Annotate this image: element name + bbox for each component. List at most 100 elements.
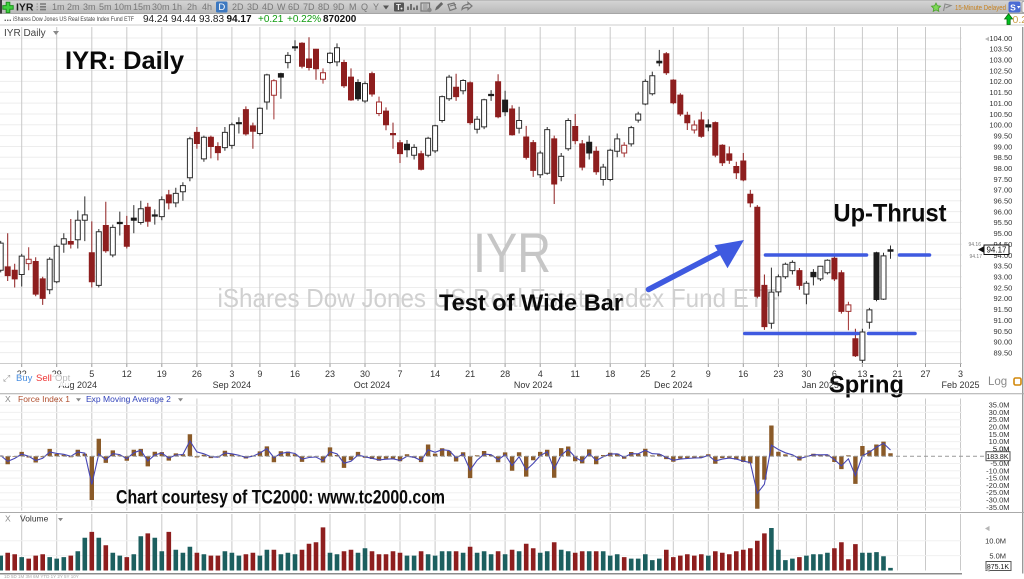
svg-text:-15.0M: -15.0M (986, 474, 1009, 483)
svg-text:Volume: Volume (20, 514, 49, 524)
svg-text:26: 26 (192, 369, 202, 379)
svg-text:16: 16 (738, 369, 748, 379)
svg-text:92.50: 92.50 (994, 283, 1013, 292)
svg-text:92.00: 92.00 (994, 294, 1013, 303)
svg-text:99.00: 99.00 (994, 142, 1013, 151)
svg-text:93.00: 93.00 (994, 273, 1013, 282)
svg-text:28: 28 (500, 369, 510, 379)
svg-text:-35.0M: -35.0M (986, 503, 1009, 512)
svg-text:10m: 10m (114, 2, 132, 12)
svg-text:2D: 2D (232, 2, 244, 12)
svg-text:3: 3 (958, 369, 963, 379)
svg-text:95.00: 95.00 (994, 229, 1013, 238)
svg-text:0.21: 0.21 (1013, 14, 1024, 26)
svg-text:96.50: 96.50 (994, 197, 1013, 206)
svg-text:5: 5 (89, 369, 94, 379)
svg-text:IYR: IYR (473, 221, 551, 284)
svg-text:4h: 4h (202, 2, 212, 12)
svg-text:1D 5D 1M 3M 6M YTD 1Y 2Y 5Y 10: 1D 5D 1M 3M 6M YTD 1Y 2Y 5Y 10Y (4, 574, 79, 579)
svg-text:7: 7 (397, 369, 402, 379)
svg-text:89.50: 89.50 (994, 348, 1013, 357)
svg-text:91.00: 91.00 (994, 316, 1013, 325)
svg-text:IYR: IYR (16, 2, 34, 14)
svg-text:30: 30 (360, 369, 370, 379)
svg-text:iShares Dow Jones US Real Esta: iShares Dow Jones US Real Estate Index F… (13, 16, 134, 23)
svg-text:100.50: 100.50 (989, 110, 1012, 119)
svg-text:875.1K: 875.1K (987, 564, 1010, 571)
svg-text:Opt: Opt (55, 373, 71, 384)
svg-text:25: 25 (640, 369, 650, 379)
svg-text:95.50: 95.50 (994, 218, 1013, 227)
svg-text:Force Index 1: Force Index 1 (18, 394, 70, 404)
svg-text:Sell: Sell (36, 373, 52, 384)
svg-text:⤢: ⤢ (2, 373, 10, 383)
svg-text:11: 11 (571, 369, 580, 379)
svg-text:98.50: 98.50 (994, 153, 1013, 162)
svg-text:102.50: 102.50 (989, 66, 1012, 75)
svg-text:Buy: Buy (16, 373, 33, 384)
svg-text:2h: 2h (187, 2, 197, 12)
svg-text:15-Minute Delayed: 15-Minute Delayed (955, 3, 1006, 12)
svg-text:-20.0M: -20.0M (986, 481, 1009, 490)
svg-text:101.00: 101.00 (989, 99, 1012, 108)
svg-text:Up-Thrust: Up-Thrust (834, 200, 948, 228)
svg-text:Dec 2024: Dec 2024 (654, 380, 693, 390)
svg-text:94.44: 94.44 (171, 14, 196, 25)
svg-text:iShares Dow Jones US Real Esta: iShares Dow Jones US Real Estate Index F… (218, 283, 779, 313)
svg-text:-30.0M: -30.0M (986, 496, 1009, 505)
svg-text:10.0M: 10.0M (985, 537, 1006, 546)
svg-text:Chart courtesy of TC2000: www: Chart courtesy of TC2000: www.tc2000.com (116, 488, 445, 509)
svg-text:Feb 2025: Feb 2025 (941, 380, 979, 390)
svg-text:Q: Q (361, 2, 368, 12)
svg-text:100.00: 100.00 (989, 121, 1012, 130)
svg-text:T: T (396, 3, 401, 12)
svg-text:3: 3 (229, 369, 234, 379)
svg-text:91.50: 91.50 (994, 305, 1013, 314)
svg-text:94.17: 94.17 (227, 14, 252, 25)
svg-text:97.50: 97.50 (994, 175, 1013, 184)
svg-text:94.17: 94.17 (969, 254, 982, 260)
svg-text:Oct 2024: Oct 2024 (354, 380, 391, 390)
svg-text:6: 6 (832, 369, 837, 379)
svg-text:103.00: 103.00 (989, 56, 1012, 65)
svg-text:Exp Moving Average 2: Exp Moving Average 2 (86, 394, 171, 404)
svg-text:9: 9 (257, 369, 262, 379)
svg-text:+0.22%: +0.22% (287, 14, 321, 25)
svg-text:M: M (349, 2, 357, 12)
svg-text:9: 9 (706, 369, 711, 379)
svg-text:21: 21 (465, 369, 475, 379)
svg-text:6D: 6D (288, 2, 300, 12)
svg-text:94.00: 94.00 (994, 251, 1013, 260)
svg-text:...: ... (4, 13, 12, 23)
svg-text:15.0M: 15.0M (989, 430, 1010, 439)
svg-text:W: W (277, 2, 286, 12)
svg-text:25.0M: 25.0M (989, 415, 1010, 424)
svg-text:X: X (5, 514, 11, 524)
svg-text:15m: 15m (133, 2, 151, 12)
svg-text:Log: Log (988, 376, 1007, 388)
svg-text:-25.0M: -25.0M (986, 488, 1009, 497)
svg-text:90.00: 90.00 (994, 338, 1013, 347)
svg-text:99.50: 99.50 (994, 131, 1013, 140)
svg-text:90.50: 90.50 (994, 327, 1013, 336)
svg-text:4: 4 (538, 369, 543, 379)
svg-text:IYR: Daily: IYR: Daily (65, 47, 184, 75)
svg-text:23: 23 (773, 369, 783, 379)
svg-text:4D: 4D (262, 2, 274, 12)
svg-text:30.0M: 30.0M (989, 408, 1010, 417)
svg-text:18: 18 (605, 369, 615, 379)
svg-text:1h: 1h (172, 2, 182, 12)
svg-text:102.00: 102.00 (989, 77, 1012, 86)
svg-text:8D: 8D (318, 2, 330, 12)
svg-text:13: 13 (857, 369, 867, 379)
svg-text:94.24: 94.24 (143, 14, 168, 25)
svg-text:5.0M: 5.0M (993, 444, 1010, 453)
svg-text:23: 23 (325, 369, 335, 379)
svg-text:103.50: 103.50 (989, 45, 1012, 54)
svg-text:5.0M: 5.0M (993, 444, 1010, 453)
svg-text:20.0M: 20.0M (989, 423, 1010, 432)
svg-text:Y: Y (373, 2, 379, 12)
svg-text:Jan 2025: Jan 2025 (802, 380, 839, 390)
svg-text:-10.0M: -10.0M (986, 466, 1009, 475)
svg-text:12: 12 (122, 369, 132, 379)
